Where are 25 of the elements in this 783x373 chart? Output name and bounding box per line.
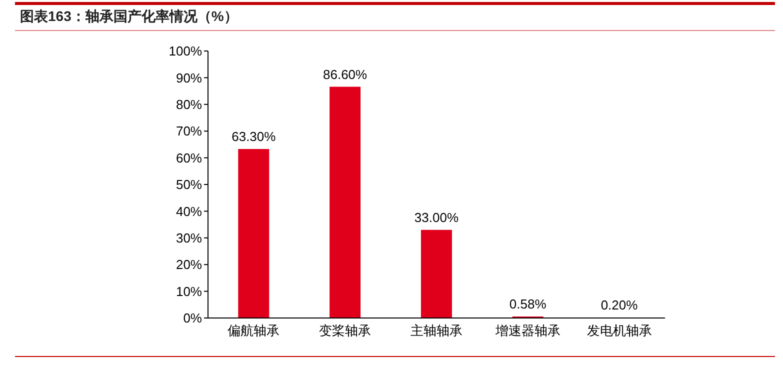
y-tick-label: 30% (176, 230, 202, 246)
y-tick-label: 20% (176, 257, 202, 272)
y-tick-label: 0% (183, 310, 202, 326)
bar (330, 86, 361, 318)
chart-title: 图表163：轴承国产化率情况（%） (20, 8, 238, 26)
y-tick-label: 100% (168, 44, 202, 59)
y-tick-label: 70% (176, 124, 202, 139)
x-tick-label: 发电机轴承 (586, 323, 652, 338)
y-tick-label: 90% (176, 70, 202, 86)
y-tick-label: 80% (176, 97, 202, 112)
x-tick-label: 偏航轴承 (228, 323, 280, 338)
x-tick-label: 增速器轴承 (494, 323, 560, 338)
x-tick-label: 主轴轴承 (410, 323, 462, 338)
y-tick-label: 60% (176, 150, 202, 166)
bar (238, 148, 270, 318)
y-tick-label: 50% (176, 177, 202, 192)
bar (420, 230, 452, 318)
data-label: 33.00% (414, 210, 459, 225)
x-tick-label: 变桨轴承 (319, 323, 372, 338)
y-tick-label: 10% (176, 284, 202, 299)
data-label: 86.60% (323, 66, 368, 82)
data-label: 0.20% (600, 297, 638, 312)
y-tick-label: 40% (176, 204, 202, 219)
data-label: 0.58% (509, 296, 547, 312)
data-label: 63.30% (232, 128, 276, 144)
